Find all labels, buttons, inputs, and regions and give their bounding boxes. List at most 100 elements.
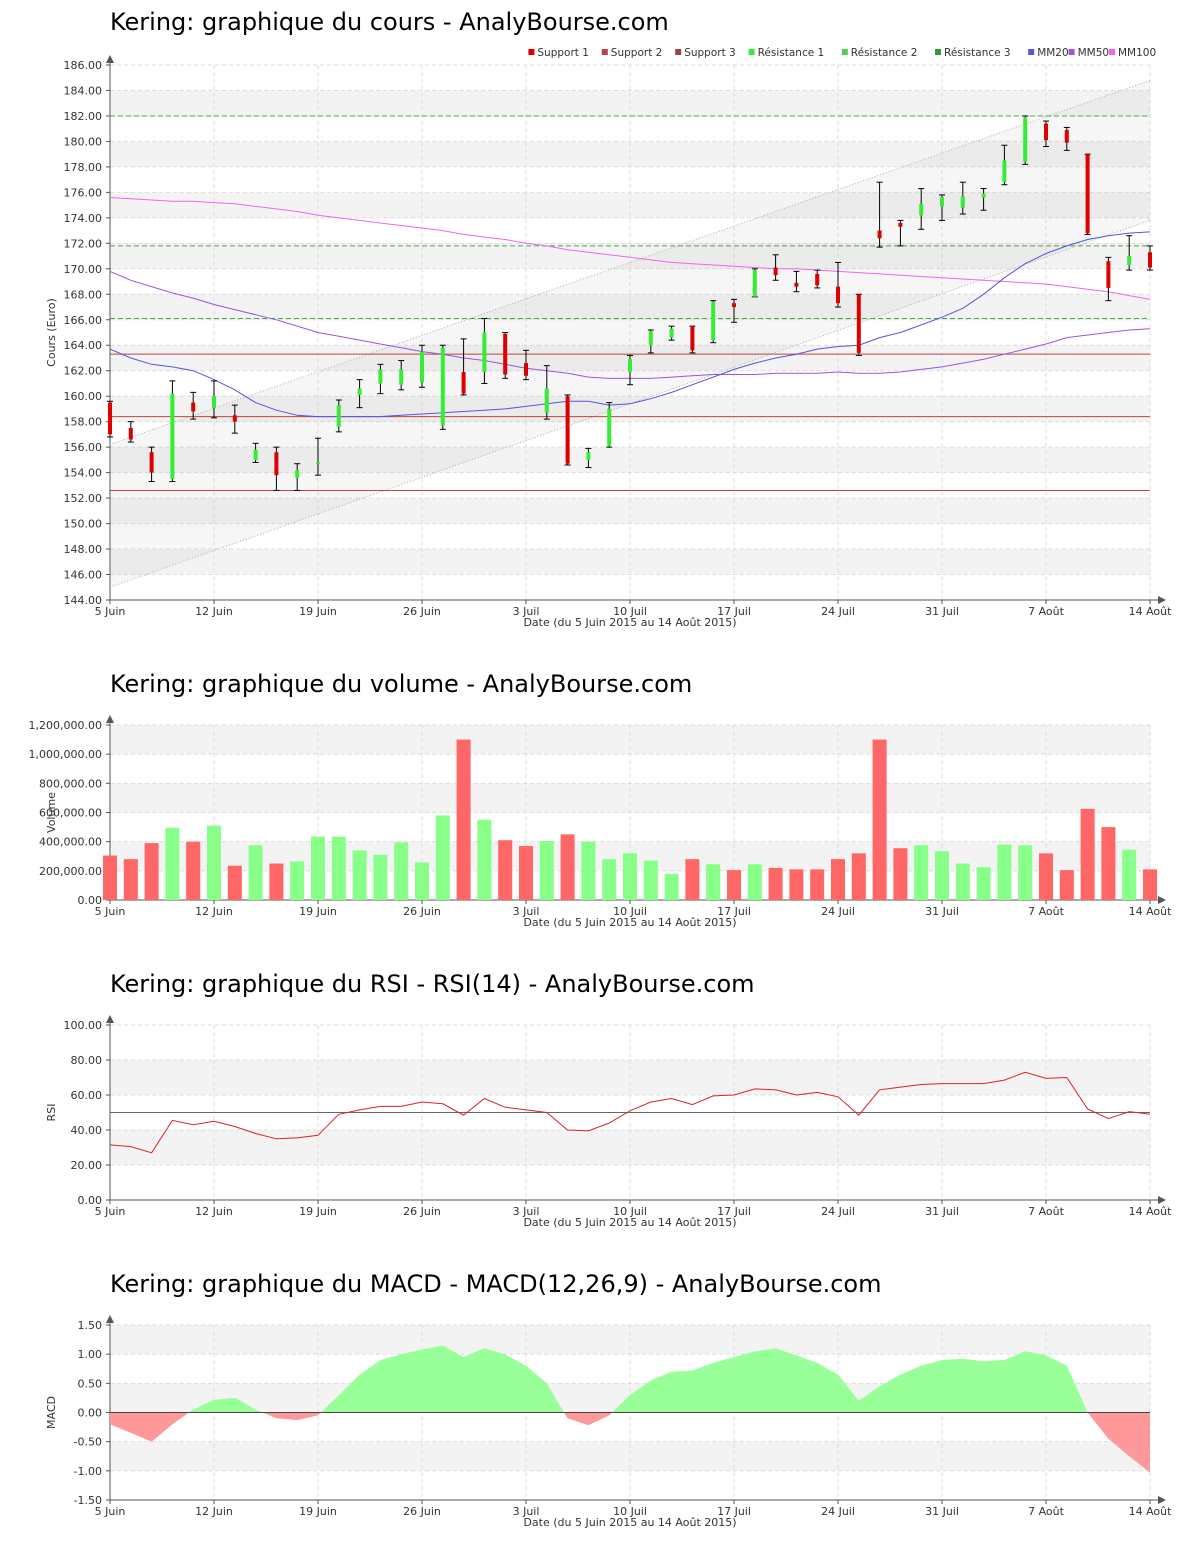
volume-y-tick-label: 0.00: [78, 894, 103, 907]
macd-y-tick-label: 1.00: [78, 1348, 103, 1361]
price-y-tick-label: 154.00: [64, 467, 103, 480]
price-y-tick-label: 146.00: [64, 569, 103, 582]
volume-x-tick-label: 12 Juin: [195, 905, 233, 918]
price-candle: [564, 394, 571, 466]
candle-body: [232, 415, 237, 422]
volume-bar: [1039, 853, 1053, 900]
legend-swatch: [1109, 49, 1115, 55]
price-candle: [959, 181, 966, 215]
rsi-x-axis-arrow: [1158, 1196, 1166, 1204]
candle-body: [648, 331, 653, 346]
price-y-tick-label: 144.00: [64, 594, 103, 607]
candle-body: [357, 388, 362, 395]
rsi-y-tick-label: 100.00: [64, 1019, 103, 1032]
volume-bar: [727, 870, 741, 900]
volume-bar: [539, 840, 554, 900]
legend-item: Résistance 2: [841, 47, 918, 59]
candle-body: [711, 301, 716, 341]
rsi-x-tick-label: 14 Août: [1129, 1205, 1173, 1218]
legend-label: MM100: [1118, 47, 1156, 59]
price-candle: [939, 194, 945, 221]
legend-item: Support 1: [528, 47, 589, 59]
volume-x-tick-label: 7 Août: [1028, 905, 1065, 918]
price-x-axis-label: Date (du 5 Juin 2015 au 14 Août 2015): [523, 616, 736, 629]
legend-item: Résistance 1: [748, 47, 824, 59]
candle-body: [877, 230, 882, 239]
volume-y-tick-label: 1,000,000.00: [29, 748, 102, 761]
volume-bar: [851, 853, 866, 900]
legend-swatch: [748, 49, 755, 55]
price-candle: [689, 325, 696, 354]
volume-x-tick-label: 24 Juil: [821, 905, 855, 918]
price-x-tick-label: 26 Juin: [403, 605, 441, 618]
rsi-y-axis-label: RSI: [45, 1104, 58, 1122]
price-y-tick-label: 184.00: [64, 84, 103, 97]
rsi-line: [109, 1071, 1151, 1154]
candle-body: [690, 326, 695, 351]
macd-positive-area: [189, 1397, 263, 1413]
volume-bar: [415, 862, 429, 900]
candle-body: [960, 196, 965, 208]
price-y-tick-label: 182.00: [64, 110, 103, 123]
price-candle: [335, 399, 342, 433]
legend-label: Support 3: [684, 47, 736, 59]
candle-body: [274, 452, 279, 476]
rsi-y-tick-label: 40.00: [71, 1124, 103, 1137]
legend-swatch: [841, 49, 848, 55]
candle-body: [295, 470, 300, 478]
price-y-tick-label: 174.00: [64, 212, 103, 225]
macd-y-tick-label: -0.50: [74, 1436, 102, 1449]
price-candle: [419, 344, 425, 388]
volume-panel: 0.00 200,000.00 400,000.00 600,000.00 800,00…: [29, 715, 1173, 929]
price-x-tick-label: 24 Juil: [821, 605, 855, 618]
price-x-tick-label: 10 Juil: [613, 605, 647, 618]
candle-body: [191, 402, 196, 412]
price-candle: [793, 270, 800, 293]
price-y-tick-label: 158.00: [64, 416, 103, 429]
candle-body: [856, 294, 861, 353]
price-candle: [1126, 235, 1133, 271]
price-y-tick-label: 148.00: [64, 543, 103, 556]
candle-body: [420, 351, 424, 383]
rsi-x-tick-label: 5 Juin: [95, 1205, 126, 1218]
legend-swatch: [675, 49, 682, 55]
macd-y-tick-label: 0.50: [78, 1377, 103, 1390]
legend-label: MM50: [1078, 47, 1109, 59]
rsi-y-tick-label: 80.00: [71, 1054, 103, 1067]
volume-y-tick-label: 200,000.00: [39, 865, 102, 878]
price-candle: [897, 219, 904, 247]
candle-body: [1127, 256, 1132, 265]
price-candle: [710, 300, 717, 344]
macd-x-tick-label: 7 Août: [1028, 1505, 1065, 1518]
price-y-tick-label: 162.00: [64, 365, 103, 378]
volume-y-tick-label: 800,000.00: [39, 777, 102, 790]
volume-x-tick-label: 26 Juin: [403, 905, 441, 918]
price-candle: [502, 332, 509, 379]
price-y-tick-label: 168.00: [64, 288, 103, 301]
price-candle: [127, 421, 134, 443]
legend-item: MM50: [1068, 47, 1109, 59]
price-candle: [814, 269, 821, 289]
volume-bar: [165, 827, 180, 900]
legend-swatch: [1068, 49, 1075, 55]
macd-y-tick-label: -1.00: [74, 1465, 102, 1478]
price-x-tick-label: 14 Août: [1129, 605, 1173, 618]
rsi-y-tick-label: 20.00: [71, 1159, 103, 1172]
rsi-y-axis-arrow: [106, 1015, 114, 1023]
candle-body: [1044, 123, 1048, 141]
volume-x-tick-label: 17 Juil: [717, 905, 751, 918]
legend-label: Résistance 2: [851, 47, 918, 59]
volume-x-tick-label: 14 Août: [1129, 905, 1173, 918]
candle-body: [669, 328, 674, 338]
rsi-chart-title: Kering: graphique du RSI - RSI(14) - Ana…: [110, 970, 755, 998]
candle-body: [773, 267, 778, 276]
price-candle: [294, 463, 301, 491]
price-y-tick-label: 178.00: [64, 161, 103, 174]
price-candle: [211, 380, 217, 419]
volume-y-axis-arrow: [106, 715, 114, 723]
macd-x-tick-label: 14 Août: [1129, 1505, 1173, 1518]
price-candle: [190, 391, 197, 420]
price-candle: [876, 181, 883, 248]
volume-bar: [1018, 845, 1033, 900]
price-candle: [772, 254, 779, 281]
